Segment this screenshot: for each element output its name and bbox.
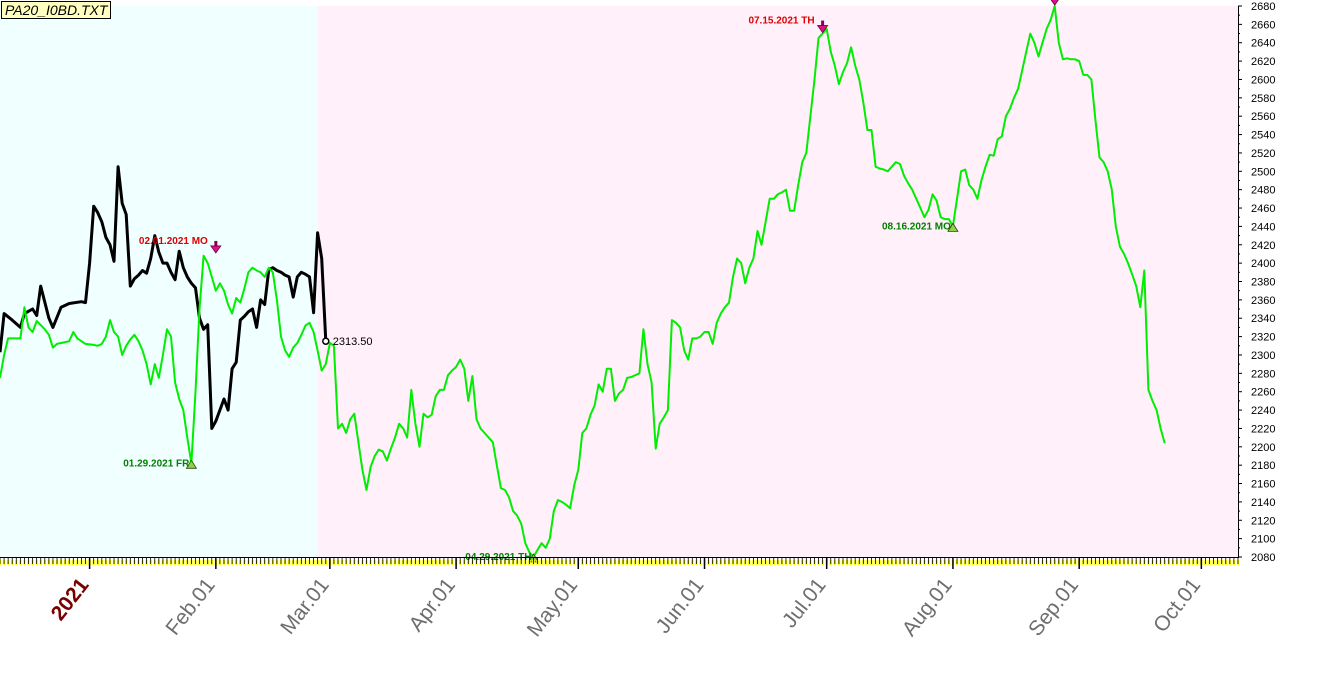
high-marker-3 (816, 25, 829, 34)
x-tick-label-6: Jul.01 (778, 574, 831, 632)
y-tick-label-22: 2520 (1251, 148, 1275, 160)
high-marker-5 (1050, 0, 1059, 6)
x-day-tick-fill (0, 560, 2, 565)
x-tick-label-8: Sep.01 (1024, 574, 1083, 641)
low-marker-4 (947, 222, 959, 232)
x-tick-label-7: Aug.01 (898, 574, 957, 641)
y-tick-label-13: 2340 (1251, 313, 1275, 325)
y-tick-label-5: 2180 (1251, 460, 1275, 472)
high-label-3: 07.15.2021 TH (748, 16, 814, 27)
y-tick-label-25: 2580 (1251, 93, 1275, 105)
x-tick-label-9: Oct.01 (1149, 574, 1205, 637)
high-label-0: 02.01.2021 MO (139, 236, 208, 247)
y-tick-label-12: 2320 (1251, 332, 1275, 344)
y-tick-label-6: 2200 (1251, 442, 1275, 454)
x-tick-label-5: Jun.01 (652, 574, 709, 638)
file-label: PA20_I0BD.TXT (1, 1, 112, 19)
x-tick-label-0: 2021 (47, 574, 94, 625)
y-tick-label-28: 2640 (1251, 38, 1275, 50)
y-tick-label-26: 2600 (1251, 74, 1275, 86)
last-value-label: 2313.50 (333, 336, 373, 348)
y-tick-label-14: 2360 (1251, 295, 1275, 307)
y-tick-label-7: 2220 (1251, 423, 1275, 435)
y-tick-label-16: 2400 (1251, 258, 1275, 270)
y-tick-label-24: 2560 (1251, 111, 1275, 123)
y-tick-label-0: 2080 (1251, 552, 1275, 564)
y-tick-label-30: 2680 (1251, 1, 1275, 13)
y-tick-label-3: 2140 (1251, 497, 1275, 509)
high-marker-stem-0 (214, 240, 218, 247)
y-tick-label-29: 2660 (1251, 19, 1275, 31)
low-label-1: 01.29.2021 FR (123, 458, 190, 469)
x-tick-label-3: Apr.01 (405, 574, 461, 636)
y-tick-label-2: 2120 (1251, 515, 1275, 527)
x-tick-label-4: May.01 (523, 574, 583, 641)
y-tick-label-27: 2620 (1251, 56, 1275, 68)
x-tick-label-1: Feb.01 (161, 574, 219, 640)
series-line-1 (0, 5, 1166, 558)
series-line-0 (0, 165, 328, 430)
high-marker-0 (210, 245, 222, 254)
last-value-marker (322, 337, 330, 345)
shaded-region-0 (0, 6, 318, 557)
x-tick-label-2: Mar.01 (276, 574, 334, 639)
y-tick-label-10: 2280 (1251, 368, 1275, 380)
y-tick-label-18: 2440 (1251, 221, 1275, 233)
y-axis: 2080 2100 2120 2140 2160 2180 2200 2220 2240 2260… (1238, 1, 1275, 564)
y-tick-label-4: 2160 (1251, 479, 1275, 491)
y-tick-label-11: 2300 (1251, 350, 1275, 362)
y-tick-label-21: 2500 (1251, 166, 1275, 178)
y-tick-label-19: 2460 (1251, 203, 1275, 215)
low-label-4: 08.16.2021 MO (882, 221, 951, 232)
y-tick-label-8: 2240 (1251, 405, 1275, 417)
high-marker-stem-3 (821, 20, 825, 27)
y-tick-label-9: 2260 (1251, 387, 1275, 399)
shaded-region-1 (317, 6, 1238, 557)
x-axis: 2021 Feb.01 Mar.01 Apr.01 May.01 Jun.01 Jul.01… (0, 557, 1240, 641)
low-marker-1 (185, 459, 198, 469)
y-tick-label-20: 2480 (1251, 185, 1275, 197)
series-layer: 2313.50 (0, 5, 1166, 558)
y-tick-label-15: 2380 (1251, 277, 1275, 289)
y-tick-label-17: 2420 (1251, 240, 1275, 252)
background-regions (0, 6, 1238, 557)
y-tick-label-23: 2540 (1251, 130, 1275, 142)
y-tick-label-1: 2100 (1251, 534, 1275, 546)
